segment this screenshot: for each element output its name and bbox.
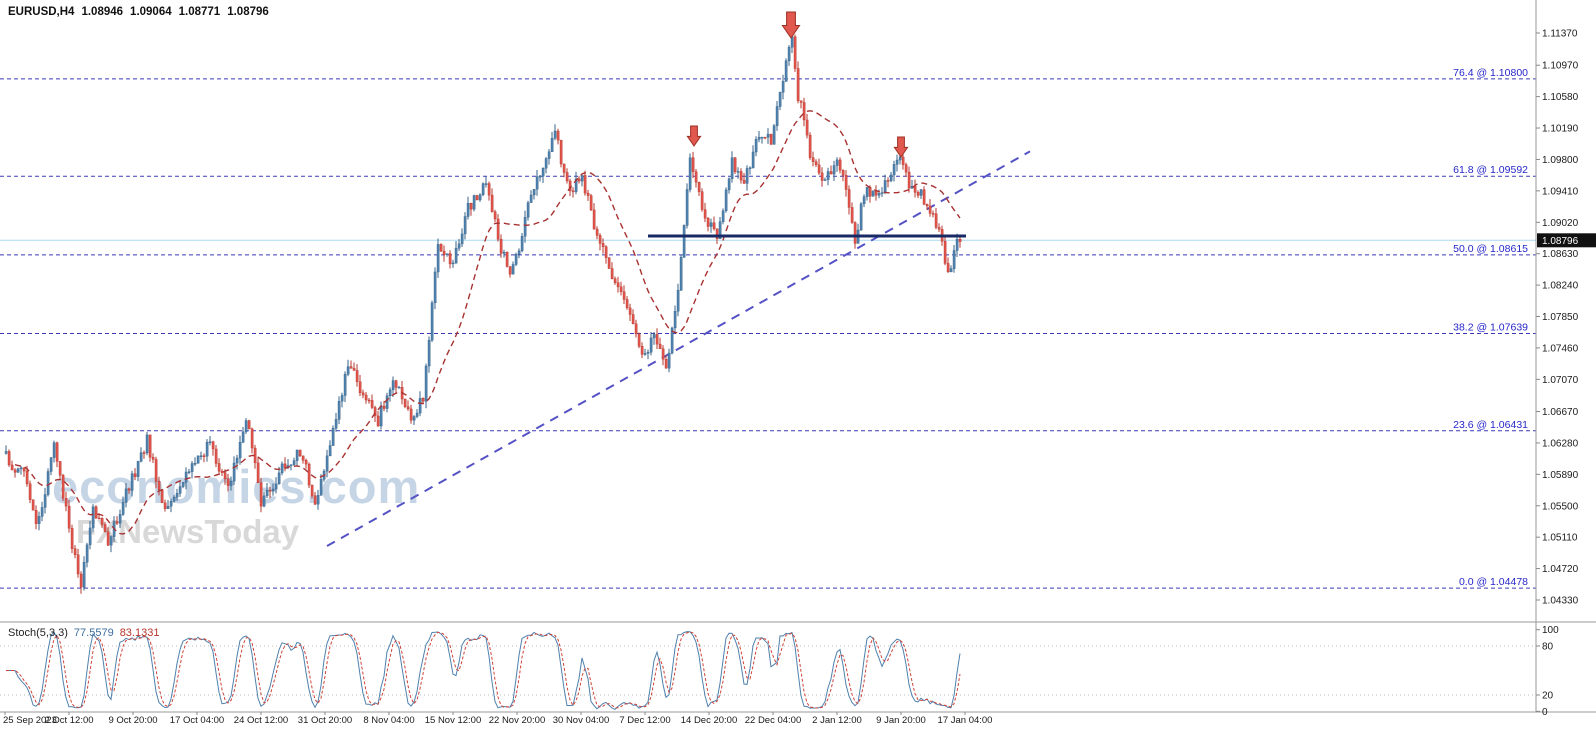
svg-text:1.05890: 1.05890 bbox=[1542, 470, 1579, 481]
svg-text:1.08630: 1.08630 bbox=[1542, 249, 1579, 260]
svg-text:8 Nov 04:00: 8 Nov 04:00 bbox=[363, 715, 414, 726]
current-price-badge: 1.08796 bbox=[1537, 233, 1596, 248]
svg-text:1.08240: 1.08240 bbox=[1542, 281, 1579, 292]
svg-text:1.09410: 1.09410 bbox=[1542, 186, 1579, 197]
svg-text:1.10970: 1.10970 bbox=[1542, 61, 1579, 72]
down-arrow-icon bbox=[893, 136, 909, 158]
svg-text:15 Nov 12:00: 15 Nov 12:00 bbox=[425, 715, 482, 726]
svg-text:1.09800: 1.09800 bbox=[1542, 155, 1579, 166]
svg-text:1.11370: 1.11370 bbox=[1542, 29, 1578, 40]
fibonacci-retracement-lines bbox=[0, 78, 1536, 589]
stochastic-indicator-label: Stoch(5,3,3) 77.5579 83.1331 bbox=[8, 627, 165, 639]
svg-text:80: 80 bbox=[1542, 642, 1554, 653]
svg-text:1.06280: 1.06280 bbox=[1542, 438, 1579, 449]
quote-low: 1.08771 bbox=[178, 6, 221, 18]
svg-text:100: 100 bbox=[1542, 625, 1559, 636]
symbol-period-label: EURUSD,H4 bbox=[8, 6, 75, 18]
svg-text:2 Oct 12:00: 2 Oct 12:00 bbox=[44, 715, 93, 726]
svg-text:1.07850: 1.07850 bbox=[1542, 312, 1579, 323]
chart-title: EURUSD,H4 1.08946 1.09064 1.08771 1.08796 bbox=[8, 6, 276, 18]
svg-text:1.05110: 1.05110 bbox=[1542, 533, 1578, 544]
svg-text:7 Dec 12:00: 7 Dec 12:00 bbox=[619, 715, 670, 726]
svg-text:20: 20 bbox=[1542, 691, 1554, 702]
svg-text:1.07070: 1.07070 bbox=[1542, 375, 1579, 386]
svg-text:24 Oct 12:00: 24 Oct 12:00 bbox=[234, 715, 288, 726]
ascending-trendline bbox=[326, 150, 1031, 547]
svg-text:61.8 @ 1.09592: 61.8 @ 1.09592 bbox=[1453, 164, 1528, 176]
svg-text:50.0 @ 1.08615: 50.0 @ 1.08615 bbox=[1453, 243, 1528, 255]
svg-text:14 Dec 20:00: 14 Dec 20:00 bbox=[681, 715, 738, 726]
svg-text:22 Nov 20:00: 22 Nov 20:00 bbox=[489, 715, 546, 726]
svg-text:0: 0 bbox=[1542, 707, 1548, 718]
stoch-axis: 100 80 20 0 bbox=[1536, 625, 1559, 718]
svg-text:22 Dec 04:00: 22 Dec 04:00 bbox=[745, 715, 802, 726]
stoch-k-line bbox=[6, 631, 961, 711]
down-arrow-icon bbox=[781, 11, 801, 39]
stochastic-panel bbox=[0, 631, 1536, 711]
svg-text:25 Sep 2023: 25 Sep 2023 bbox=[3, 715, 57, 726]
svg-text:17 Jan 04:00: 17 Jan 04:00 bbox=[938, 715, 993, 726]
sell-signal-arrows bbox=[686, 11, 909, 158]
watermark-brand-text: economies.com bbox=[52, 460, 421, 513]
quote-close: 1.08796 bbox=[227, 6, 269, 18]
stoch-d-line bbox=[6, 631, 961, 709]
svg-text:76.4 @ 1.10800: 76.4 @ 1.10800 bbox=[1453, 67, 1528, 79]
svg-text:1.10190: 1.10190 bbox=[1542, 124, 1579, 135]
stoch-k-value: 77.5579 bbox=[73, 627, 114, 639]
svg-text:2 Jan 12:00: 2 Jan 12:00 bbox=[812, 715, 862, 726]
svg-text:1.10580: 1.10580 bbox=[1542, 92, 1579, 103]
svg-text:30 Nov 04:00: 30 Nov 04:00 bbox=[553, 715, 610, 726]
price-axis: 1.11370 1.10970 1.10580 1.10190 1.09800 1.094… bbox=[1536, 29, 1579, 607]
stoch-name: Stoch(5,3,3) bbox=[8, 627, 68, 639]
svg-text:1.09020: 1.09020 bbox=[1542, 218, 1579, 229]
panel-separators bbox=[0, 0, 1596, 713]
svg-text:1.07460: 1.07460 bbox=[1542, 343, 1579, 354]
watermark: economies.com FXNewsToday bbox=[52, 462, 420, 550]
down-arrow-icon bbox=[686, 125, 702, 147]
svg-text:17 Oct 04:00: 17 Oct 04:00 bbox=[170, 715, 224, 726]
svg-text:1.04720: 1.04720 bbox=[1542, 564, 1579, 575]
fibonacci-level-labels: 76.4 @ 1.10800 61.8 @ 1.09592 50.0 @ 1.086… bbox=[1453, 67, 1528, 588]
svg-text:31 Oct 20:00: 31 Oct 20:00 bbox=[298, 715, 352, 726]
quote-high: 1.09064 bbox=[130, 6, 172, 18]
moving-average-line bbox=[14, 110, 961, 535]
stoch-d-value: 83.1331 bbox=[119, 627, 160, 639]
svg-text:0.0 @ 1.04478: 0.0 @ 1.04478 bbox=[1459, 576, 1528, 588]
svg-text:1.05500: 1.05500 bbox=[1542, 501, 1579, 512]
quote-open: 1.08946 bbox=[81, 6, 124, 18]
svg-text:9 Oct 20:00: 9 Oct 20:00 bbox=[108, 715, 157, 726]
svg-text:1.08796: 1.08796 bbox=[1542, 236, 1579, 247]
candlestick-series bbox=[4, 32, 962, 594]
svg-text:23.6 @ 1.06431: 23.6 @ 1.06431 bbox=[1453, 419, 1528, 431]
svg-text:1.04330: 1.04330 bbox=[1542, 596, 1579, 607]
svg-text:1.06670: 1.06670 bbox=[1542, 407, 1579, 418]
svg-text:9 Jan 20:00: 9 Jan 20:00 bbox=[876, 715, 926, 726]
svg-text:38.2 @ 1.07639: 38.2 @ 1.07639 bbox=[1453, 321, 1528, 333]
